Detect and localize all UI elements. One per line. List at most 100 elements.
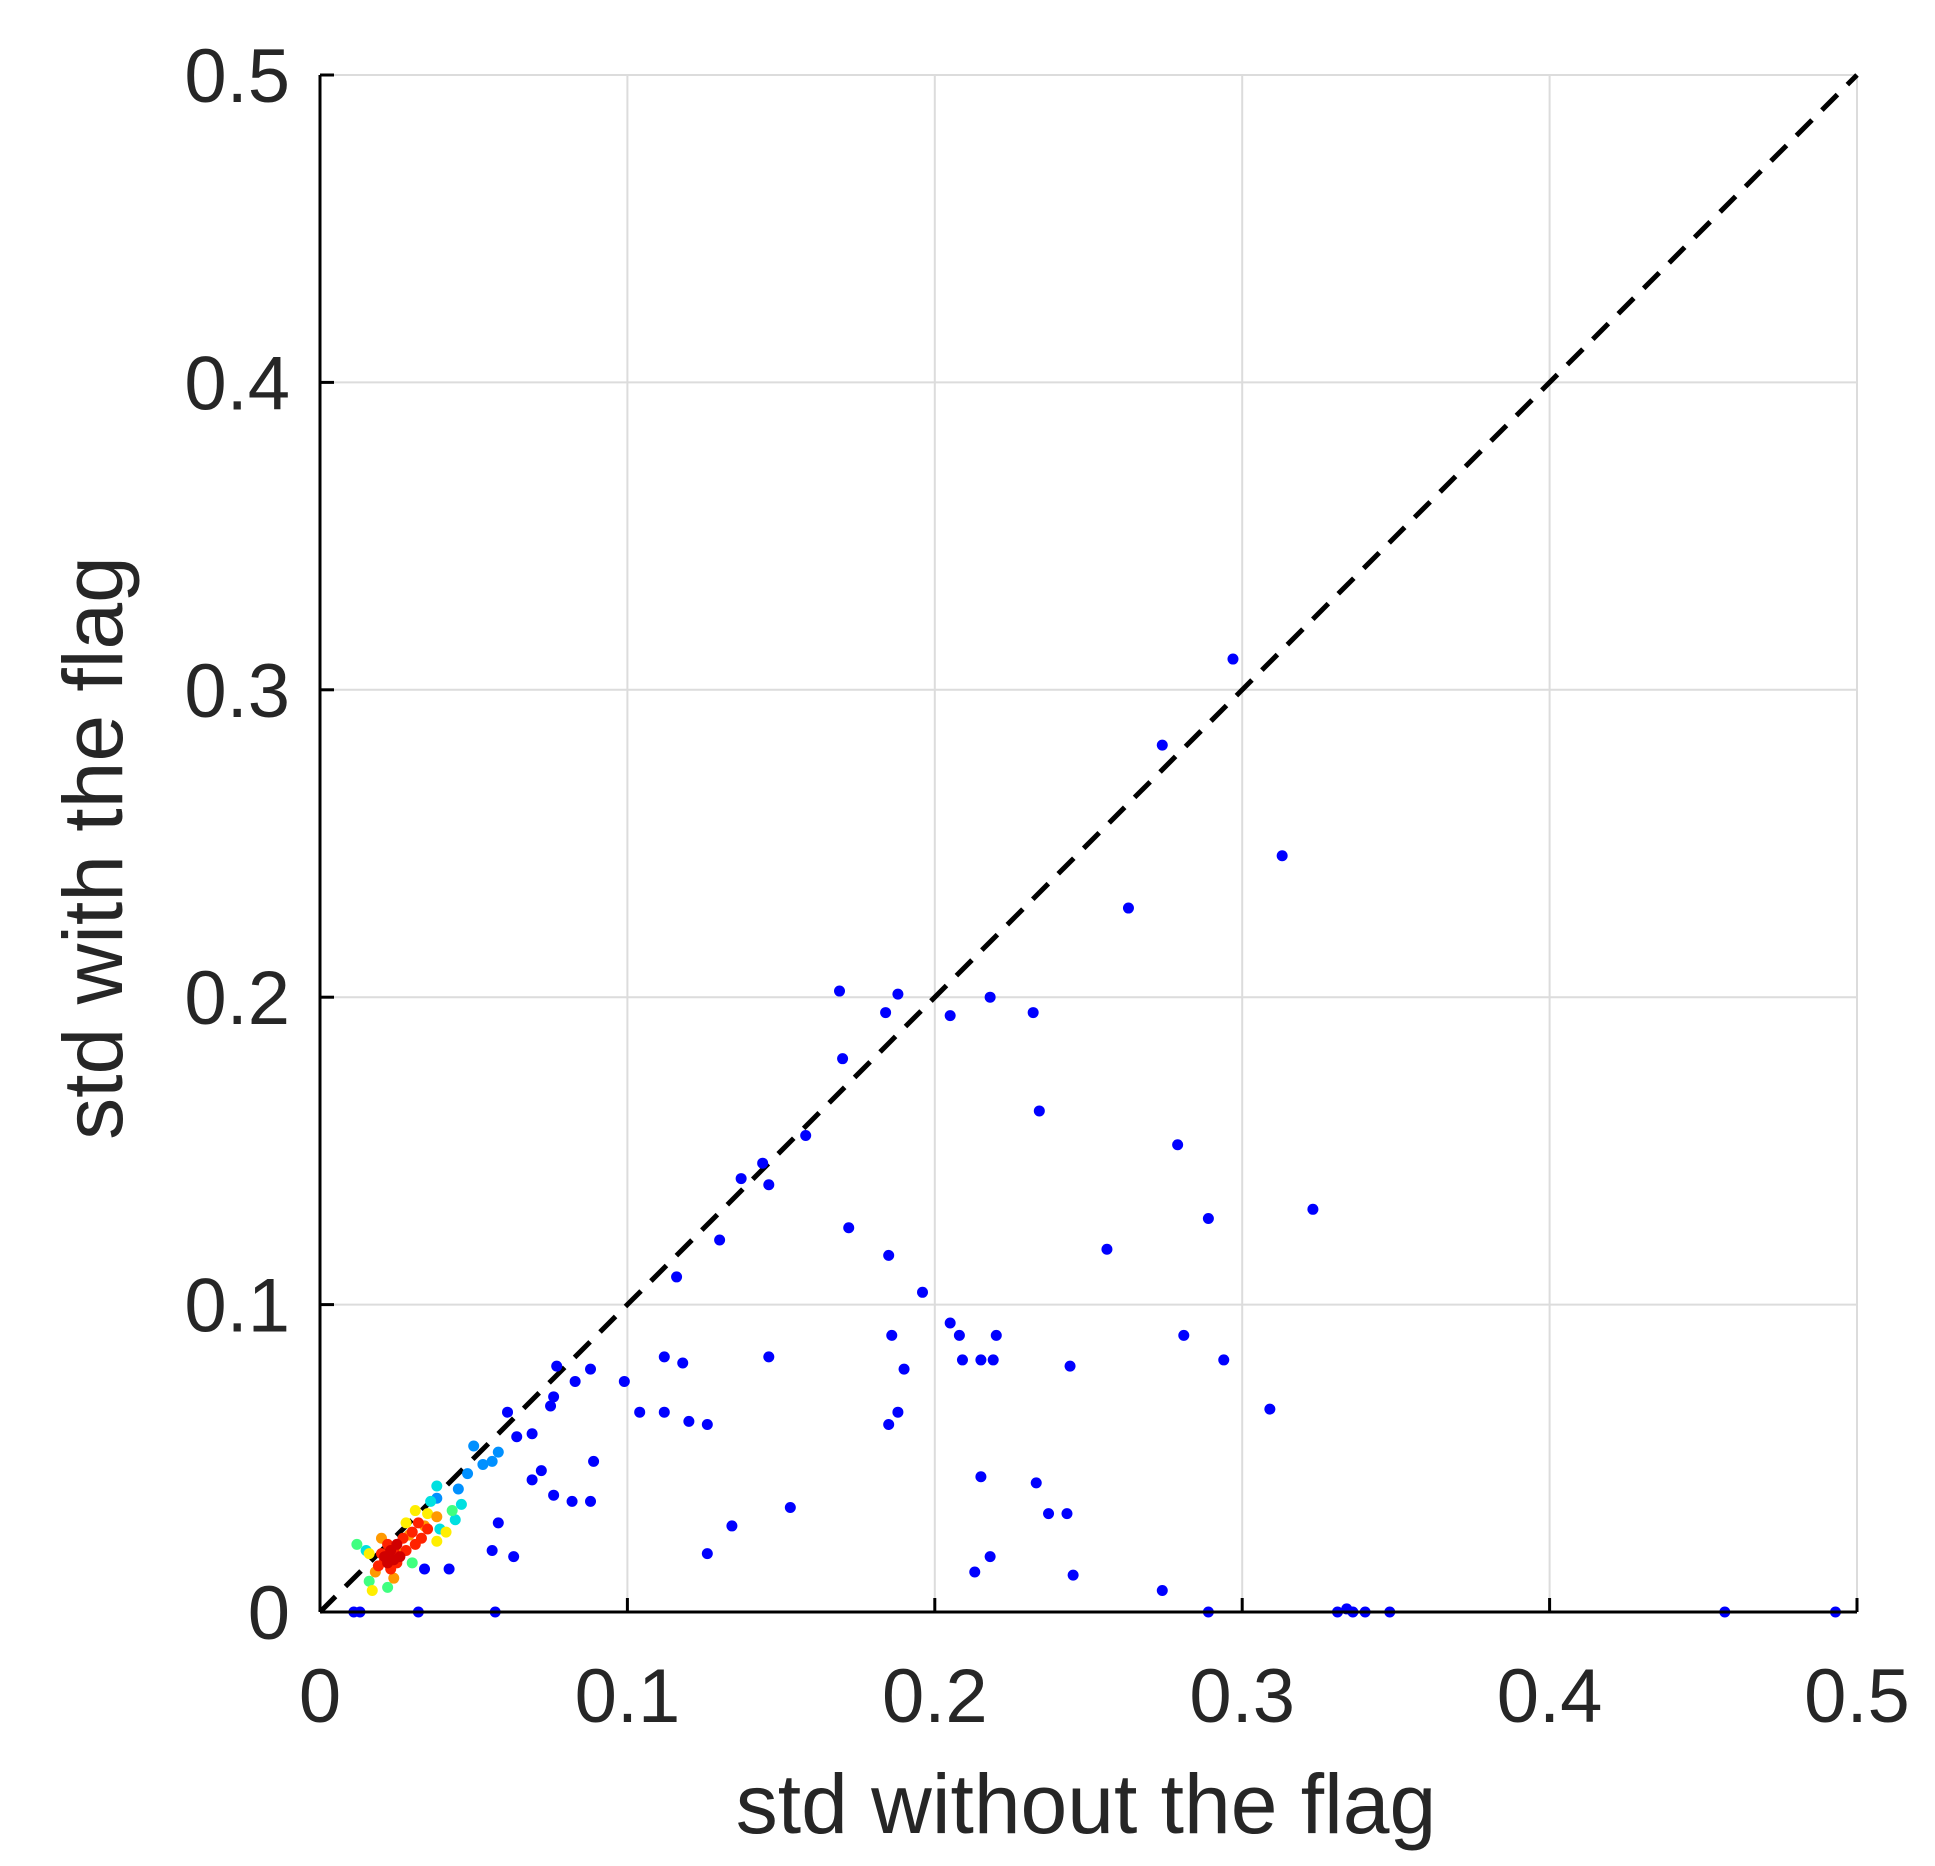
y-axis-label: std with the flag [46,556,140,1140]
data-point-s0-32 [956,1354,968,1366]
data-point-s0-72 [969,1566,981,1578]
data-point-s0-23 [671,1271,683,1283]
tick-labels: 0 0.1 0.2 0.3 0.4 0.5 0 0.1 0.2 0.3 0.4 0.5 [184,34,1909,1739]
data-point-s0-55 [588,1455,600,1467]
data-point-s2-1 [455,1498,467,1510]
y-tick-label-0: 0 [248,1571,290,1656]
data-point-s0-8 [880,1007,892,1019]
data-point-s0-4 [834,985,846,997]
data-point-s4-0 [409,1505,421,1517]
x-tick-label-5: 0.5 [1804,1654,1910,1739]
data-point-s0-9 [1027,1007,1039,1019]
data-point-s0-60 [548,1489,560,1501]
data-point-s0-30 [658,1351,670,1363]
data-point-s4-6 [400,1517,412,1529]
data-point-s0-57 [526,1474,538,1486]
data-point-s0-19 [843,1222,855,1234]
data-point-s0-18 [1202,1213,1214,1225]
data-point-s0-39 [585,1363,597,1375]
x-tick-label-4: 0.4 [1497,1654,1603,1739]
data-point-s0-74 [419,1563,431,1575]
data-point-s4-2 [363,1548,375,1560]
data-point-s0-35 [1218,1354,1230,1366]
data-point-s3-4 [446,1505,458,1517]
data-point-s0-25 [944,1317,956,1329]
data-point-s0-34 [987,1354,999,1366]
data-point-s1-2 [486,1455,498,1467]
data-point-s2-0 [431,1480,443,1492]
data-point-s0-27 [886,1329,898,1341]
y-tick-label-4: 0.4 [184,341,290,426]
data-point-s3-1 [363,1575,375,1587]
data-point-s4-3 [440,1526,452,1538]
data-point-s0-43 [548,1391,560,1403]
data-point-s0-54 [511,1431,523,1443]
data-point-s0-71 [508,1551,520,1563]
data-point-s7-5 [388,1554,400,1566]
data-point-s1-0 [468,1440,480,1452]
data-point-s0-61 [566,1495,578,1507]
data-point-s3-3 [406,1557,418,1569]
data-point-s0-11 [1033,1105,1045,1117]
data-point-s0-17 [1307,1203,1319,1215]
data-point-s0-64 [1043,1508,1055,1520]
data-point-s0-36 [677,1357,689,1369]
data-point-s0-37 [1064,1360,1076,1372]
data-point-s3-0 [351,1538,363,1550]
data-point-s7-2 [391,1538,403,1550]
data-point-s0-20 [714,1234,726,1246]
data-point-s1-1 [477,1458,489,1470]
data-point-s0-47 [892,1406,904,1418]
data-point-s0-22 [883,1249,895,1261]
data-point-s0-70 [984,1551,996,1563]
data-point-s0-5 [892,988,904,1000]
data-point-s0-49 [502,1406,514,1418]
data-point-s0-66 [492,1517,504,1529]
data-point-s6-13 [409,1538,421,1550]
data-point-s0-68 [701,1548,713,1560]
data-point-s4-1 [422,1508,434,1520]
data-point-s0-7 [944,1010,956,1022]
data-point-s0-2 [1276,850,1288,862]
data-point-s0-31 [763,1351,775,1363]
data-point-s0-48 [1264,1403,1276,1415]
data-point-s0-65 [1061,1508,1073,1520]
data-point-s3-2 [382,1581,394,1593]
data-point-s0-14 [757,1157,769,1169]
data-point-s0-33 [975,1354,987,1366]
data-point-s1-4 [462,1468,474,1480]
data-point-s0-76 [1156,1584,1168,1596]
data-point-s1-3 [492,1446,504,1458]
data-point-s0-67 [726,1520,738,1532]
y-tick-label-1: 0.1 [184,1264,290,1349]
x-tick-label-2: 0.2 [882,1654,988,1739]
data-point-s0-26 [953,1329,965,1341]
data-point-s0-59 [1030,1477,1042,1489]
data-point-s4-5 [431,1535,443,1547]
data-point-s0-21 [1101,1243,1113,1255]
data-point-s0-51 [701,1418,713,1430]
data-point-s0-15 [735,1173,747,1185]
data-point-s4-4 [366,1584,378,1596]
y-tick-label-2: 0.2 [184,956,290,1041]
data-point-s0-3 [1122,902,1134,914]
x-tick-label-0: 0 [299,1654,341,1739]
reference-line-layer [318,73,1859,1614]
data-point-s0-40 [898,1363,910,1375]
data-point-s0-41 [569,1375,581,1387]
data-point-s0-44 [545,1400,557,1412]
data-point-s1-5 [452,1483,464,1495]
data-point-s0-62 [585,1495,597,1507]
data-point-s0-29 [1178,1329,1190,1341]
data-point-s5-5 [431,1511,443,1523]
data-point-s0-56 [535,1465,547,1477]
y-tick-label-3: 0.3 [184,649,290,734]
data-point-s0-63 [784,1501,796,1513]
data-point-s0-46 [658,1406,670,1418]
data-point-s6-10 [422,1523,434,1535]
data-point-s0-12 [800,1130,812,1142]
data-point-s0-28 [990,1329,1002,1341]
data-point-s2-5 [425,1495,437,1507]
